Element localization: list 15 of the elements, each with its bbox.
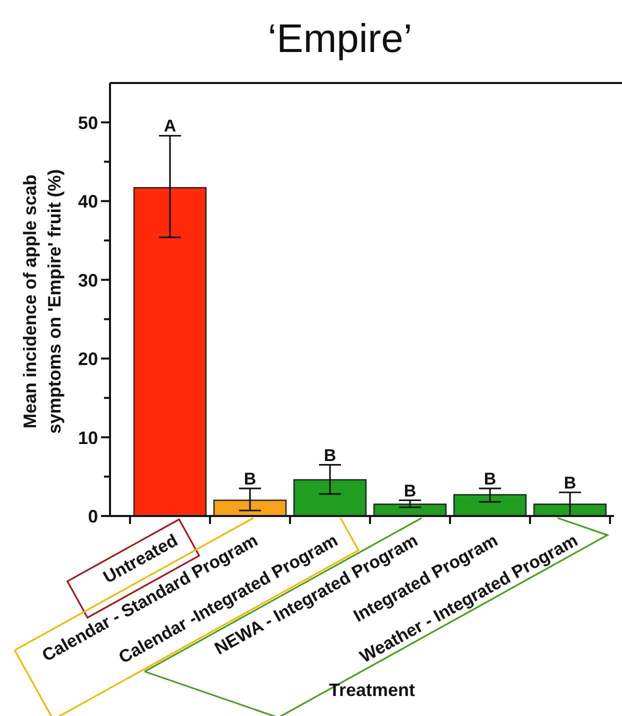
annotation: A [164,116,176,136]
annotation: B [484,469,496,488]
x-axis-title: Treatment [328,680,416,700]
y-tick-label: 10 [78,428,98,448]
annotation: B [564,473,576,492]
chart-title: ‘Empire’ [268,17,412,61]
y-tick-label: 30 [78,270,98,290]
annotation: B [324,446,336,465]
annotation: B [404,481,416,500]
y-tick-label: 40 [78,192,98,212]
annotation: B [244,469,256,488]
y-tick-label: 0 [88,506,98,526]
y-axis-title: Mean incidence of apple scab symptoms on 'Empire' fruit (%) [20,169,64,434]
y-tick-label: 50 [78,112,98,133]
y-tick-label: 20 [78,349,98,370]
